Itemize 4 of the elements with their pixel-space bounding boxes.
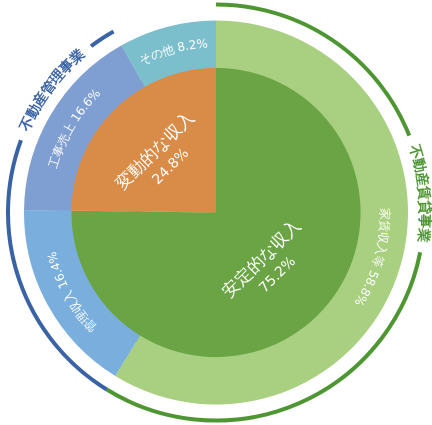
slice-label: その他 bbox=[136, 42, 176, 68]
slice-label: 家賃収入等 bbox=[369, 208, 392, 270]
data-label: 58.8% bbox=[352, 268, 382, 309]
data-label: 8.2% bbox=[176, 36, 208, 55]
